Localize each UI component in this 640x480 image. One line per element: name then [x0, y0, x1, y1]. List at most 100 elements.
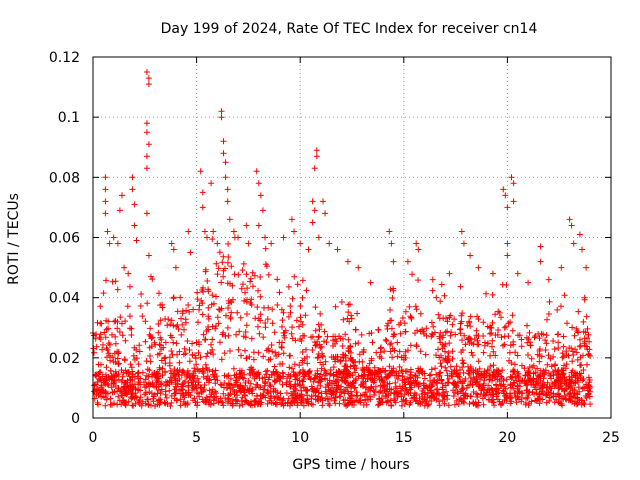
data-point [571, 387, 578, 394]
axis-ticks: 0 5 10 15 20 25 0 0.02 0.04 0.06 0.08 0.1 0.12 [49, 50, 620, 446]
data-point [244, 311, 250, 317]
data-point-spike [510, 198, 517, 205]
data-point [544, 379, 551, 386]
data-point [303, 386, 310, 393]
data-point [308, 334, 315, 341]
data-point [407, 380, 414, 387]
data-point [510, 367, 517, 374]
data-point [180, 367, 186, 374]
x-axis-label: GPS time / hours [292, 457, 409, 473]
data-point [570, 352, 577, 358]
data-point [116, 360, 122, 367]
data-point [415, 365, 422, 372]
data-point [291, 273, 298, 280]
data-point [540, 384, 546, 391]
data-point [437, 329, 444, 336]
data-point [277, 361, 283, 368]
data-point [529, 364, 536, 371]
data-point [500, 342, 506, 349]
data-point [355, 373, 362, 380]
data-point [447, 332, 454, 339]
data-point-spike [143, 120, 150, 127]
data-point [554, 306, 561, 313]
data-point [120, 383, 127, 390]
data-point [421, 402, 428, 409]
data-point [142, 389, 149, 396]
data-point [112, 333, 119, 340]
data-point [220, 273, 227, 280]
data-point [195, 379, 202, 386]
data-point [546, 383, 553, 390]
data-point [571, 379, 577, 386]
data-point [185, 384, 192, 390]
data-point [342, 354, 349, 361]
data-point [381, 382, 388, 389]
data-point [417, 310, 424, 317]
data-point-spike [257, 192, 264, 199]
data-point [581, 340, 588, 347]
data-point [565, 382, 572, 389]
data-point [142, 384, 148, 391]
data-point [112, 278, 119, 285]
y-tick-label: 0 [71, 411, 80, 427]
data-point [237, 373, 244, 380]
data-point [146, 344, 153, 351]
data-point [98, 386, 105, 393]
data-point-spike [467, 252, 474, 259]
data-point [355, 340, 362, 346]
data-point [280, 309, 287, 316]
data-point [247, 275, 254, 282]
data-point [421, 391, 428, 398]
data-point [269, 306, 276, 313]
data-point [209, 386, 216, 393]
data-point [437, 298, 444, 305]
data-point [445, 349, 452, 356]
data-point [159, 301, 166, 308]
data-point [162, 339, 169, 346]
x-tick-label: 15 [395, 430, 413, 446]
data-point [479, 385, 486, 392]
data-point [482, 339, 488, 346]
data-point [336, 333, 343, 340]
data-point [574, 391, 581, 398]
data-point [514, 393, 521, 400]
data-point-spike [570, 240, 577, 247]
data-point [511, 361, 518, 368]
data-point [514, 352, 521, 359]
data-point [293, 387, 299, 394]
data-point [331, 397, 338, 404]
data-point [459, 357, 466, 364]
data-point [470, 375, 477, 382]
data-point [550, 338, 557, 344]
data-point [100, 341, 106, 348]
data-point [420, 328, 427, 335]
data-point [465, 334, 472, 341]
data-point [560, 367, 567, 374]
data-point [421, 375, 428, 382]
data-point [193, 361, 200, 368]
data-point [196, 341, 203, 348]
data-point [139, 313, 146, 320]
data-point [394, 353, 401, 360]
data-point-spike [322, 210, 329, 217]
data-point [440, 393, 447, 400]
data-point [316, 326, 323, 333]
data-point [338, 299, 345, 305]
data-point [503, 376, 510, 383]
data-point [256, 330, 263, 337]
data-point [248, 367, 255, 374]
data-point [371, 392, 377, 398]
data-point [567, 390, 574, 397]
data-point [180, 383, 187, 390]
data-point [154, 351, 161, 358]
data-point [293, 395, 300, 402]
data-point [280, 330, 287, 336]
data-point [215, 265, 222, 272]
data-point [439, 386, 446, 393]
data-point [174, 308, 181, 315]
data-point-spike [222, 159, 229, 166]
data-point-spike [568, 222, 575, 229]
y-tick-label: 0.04 [49, 291, 80, 307]
data-point-spike [197, 168, 204, 175]
data-point-spike [504, 252, 511, 259]
